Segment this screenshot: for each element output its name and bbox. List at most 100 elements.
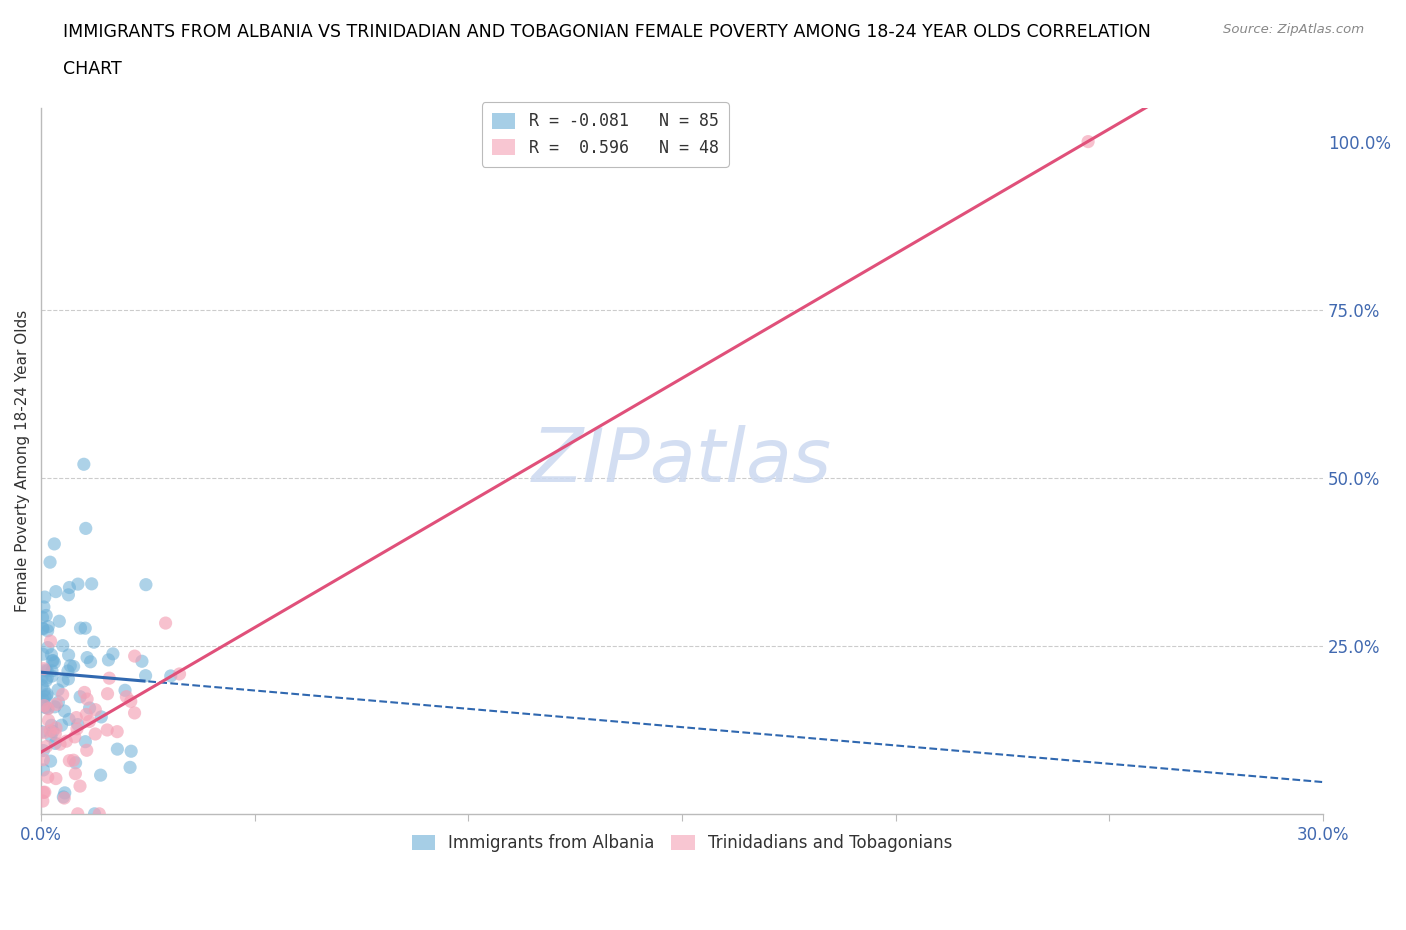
Point	[37, 770, 59, 785]
Point	[35, 739, 58, 754]
Point	[35, 673, 58, 688]
Point	[120, 744, 142, 759]
Point	[41, 669, 63, 684]
Point	[83, 635, 105, 650]
Point	[58, 671, 80, 686]
Point	[105, 724, 128, 739]
Point	[66, 577, 89, 591]
Point	[35, 688, 58, 703]
Y-axis label: Female Poverty Among 18-24 Year Olds: Female Poverty Among 18-24 Year Olds	[15, 310, 30, 612]
Point	[66, 722, 89, 737]
Point	[159, 669, 181, 684]
Point	[39, 724, 62, 738]
Point	[105, 742, 128, 757]
Point	[32, 692, 55, 707]
Point	[90, 710, 112, 724]
Point	[79, 714, 101, 729]
Point	[45, 771, 67, 786]
Point	[31, 610, 53, 625]
Point	[96, 686, 118, 701]
Point	[53, 704, 76, 719]
Point	[169, 667, 191, 682]
Point	[80, 577, 103, 591]
Point	[59, 658, 82, 673]
Point	[49, 737, 72, 751]
Point	[69, 620, 91, 635]
Point	[73, 685, 96, 700]
Point	[41, 663, 63, 678]
Point	[46, 683, 69, 698]
Point	[32, 752, 55, 767]
Point	[69, 689, 91, 704]
Point	[79, 655, 101, 670]
Point	[37, 663, 59, 678]
Point	[135, 669, 157, 684]
Point	[63, 729, 86, 744]
Point	[58, 647, 80, 662]
Point	[58, 753, 80, 768]
Point	[51, 718, 73, 733]
Text: IMMIGRANTS FROM ALBANIA VS TRINIDADIAN AND TOBAGONIAN FEMALE POVERTY AMONG 18-24: IMMIGRANTS FROM ALBANIA VS TRINIDADIAN A…	[63, 23, 1152, 41]
Text: Source: ZipAtlas.com: Source: ZipAtlas.com	[1223, 23, 1364, 36]
Point	[52, 687, 75, 702]
Legend: Immigrants from Albania, Trinidadians and Tobagonians: Immigrants from Albania, Trinidadians an…	[405, 827, 959, 858]
Point	[32, 785, 55, 800]
Point	[115, 689, 138, 704]
Point	[45, 697, 67, 711]
Point	[75, 521, 97, 536]
Point	[79, 700, 101, 715]
Point	[89, 806, 111, 821]
Point	[96, 723, 118, 737]
Point	[31, 724, 53, 739]
Point	[62, 659, 84, 674]
Point	[73, 457, 96, 472]
Point	[76, 743, 98, 758]
Point	[120, 694, 142, 709]
Point	[124, 648, 146, 663]
Point	[35, 608, 58, 623]
Point	[53, 786, 76, 801]
Point	[76, 650, 98, 665]
Point	[53, 790, 76, 805]
Point	[39, 729, 62, 744]
Point	[41, 647, 63, 662]
Point	[84, 726, 107, 741]
Point	[31, 678, 53, 693]
Point	[45, 721, 67, 736]
Point	[83, 806, 105, 821]
Point	[31, 620, 53, 635]
Point	[44, 736, 66, 751]
Point	[90, 767, 112, 782]
Point	[38, 713, 60, 728]
Point	[58, 580, 80, 595]
Point	[66, 806, 89, 821]
Point	[58, 588, 80, 603]
Point	[84, 702, 107, 717]
Point	[42, 724, 65, 738]
Point	[65, 711, 87, 725]
Point	[58, 712, 80, 727]
Point	[66, 717, 89, 732]
Point	[31, 671, 53, 685]
Point	[34, 590, 56, 604]
Point	[39, 633, 62, 648]
Point	[155, 616, 177, 631]
Point	[75, 620, 97, 635]
Point	[39, 555, 62, 570]
Text: CHART: CHART	[63, 60, 122, 78]
Point	[37, 619, 59, 634]
Point	[41, 718, 63, 733]
Point	[32, 698, 55, 713]
Point	[34, 700, 56, 715]
Point	[114, 683, 136, 698]
Point	[37, 701, 59, 716]
Point	[32, 763, 55, 777]
Point	[76, 692, 98, 707]
Point	[62, 752, 84, 767]
Point	[32, 621, 55, 636]
Point	[31, 793, 53, 808]
Point	[37, 701, 59, 716]
Point	[42, 653, 65, 668]
Point	[44, 537, 66, 551]
Point	[124, 706, 146, 721]
